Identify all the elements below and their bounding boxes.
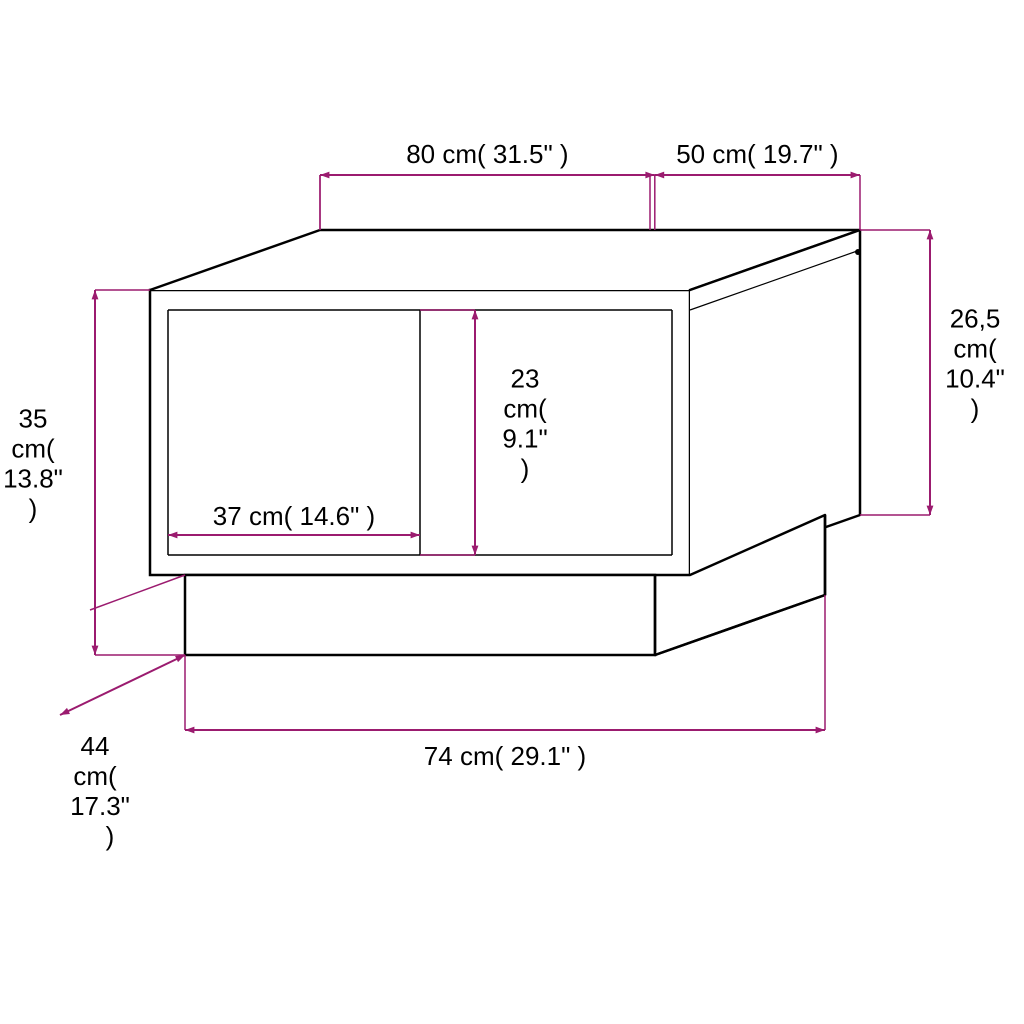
label: 17.3" [70, 791, 130, 821]
label: 35 [19, 404, 48, 434]
label: cm( [73, 761, 117, 791]
dim-base-w: 74 cm( 29.1" ) [424, 741, 586, 771]
dim-top-depth: 50 cm( 19.7" ) [676, 139, 838, 169]
label: cm( [503, 394, 547, 424]
dim-right-h: 26,5 [950, 304, 1001, 334]
dim-top-width: 80 cm( 31.5" ) [406, 139, 568, 169]
dim-drawer-w: 37 cm( 14.6" ) [213, 501, 375, 531]
dim-drawer-h: 23 [511, 364, 540, 394]
label: cm( [11, 434, 55, 464]
label: ) [521, 454, 530, 484]
side-face [690, 230, 860, 575]
label: 10.4" [945, 364, 1005, 394]
label: ) [106, 821, 115, 851]
label: cm( [953, 334, 997, 364]
label: 9.1" [502, 424, 547, 454]
label: 13.8" [3, 464, 63, 494]
dim-base-d: 44 [81, 731, 110, 761]
handle-dot [855, 249, 861, 255]
label: ) [29, 494, 38, 524]
label: ) [971, 394, 980, 424]
